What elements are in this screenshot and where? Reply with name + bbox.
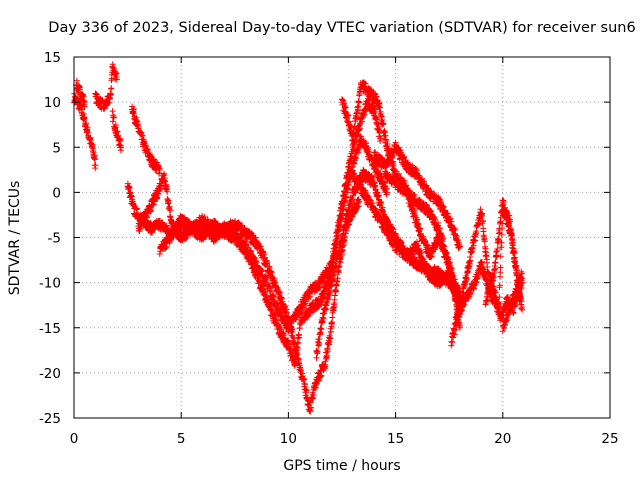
- series-track: [128, 103, 163, 177]
- chart-title: Day 336 of 2023, Sidereal Day-to-day VTE…: [48, 20, 635, 36]
- series-markers: [482, 197, 523, 308]
- series-markers: [73, 77, 88, 110]
- y-tick-label: -5: [48, 231, 61, 247]
- series-track: [349, 170, 463, 299]
- x-tick-labels: 0 5 10 15 20 25: [70, 431, 619, 447]
- y-tick-label: 15: [44, 50, 61, 66]
- x-tick-label: 5: [177, 431, 186, 447]
- series-track: [109, 108, 125, 154]
- tick-marks: [73, 56, 611, 419]
- series-markers: [156, 196, 363, 415]
- series-track: [92, 61, 120, 112]
- y-axis-label: SDTVAR / TECUs: [7, 181, 23, 296]
- x-tick-label: 25: [601, 431, 618, 447]
- x-tick-label: 15: [387, 431, 404, 447]
- y-tick-labels: -25 -20 -15 -10 -5 0 5 10 15: [39, 50, 61, 427]
- y-tick-label: -10: [39, 276, 61, 292]
- y-tick-label: -25: [39, 411, 61, 427]
- series-markers: [349, 170, 463, 299]
- y-tick-label: 5: [52, 140, 61, 156]
- x-tick-label: 0: [70, 431, 79, 447]
- series-track: [381, 168, 463, 331]
- series-track: [73, 77, 88, 110]
- series-markers: [109, 108, 125, 154]
- series-track: [371, 139, 463, 251]
- y-tick-label: 0: [52, 185, 61, 201]
- y-tick-label: -15: [39, 321, 61, 337]
- series-markers: [92, 61, 120, 112]
- series-markers: [499, 268, 526, 335]
- series-track: [156, 196, 363, 415]
- series-track: [499, 268, 526, 335]
- series-track: [482, 197, 523, 308]
- y-tick-label: 10: [44, 95, 61, 111]
- data-points: [71, 61, 526, 415]
- x-axis-label: GPS time / hours: [283, 458, 400, 474]
- series-markers: [128, 103, 163, 177]
- y-tick-label: -20: [39, 366, 61, 382]
- x-tick-label: 20: [494, 431, 511, 447]
- series-markers: [371, 139, 463, 251]
- x-tick-label: 10: [280, 431, 297, 447]
- series-markers: [381, 168, 463, 331]
